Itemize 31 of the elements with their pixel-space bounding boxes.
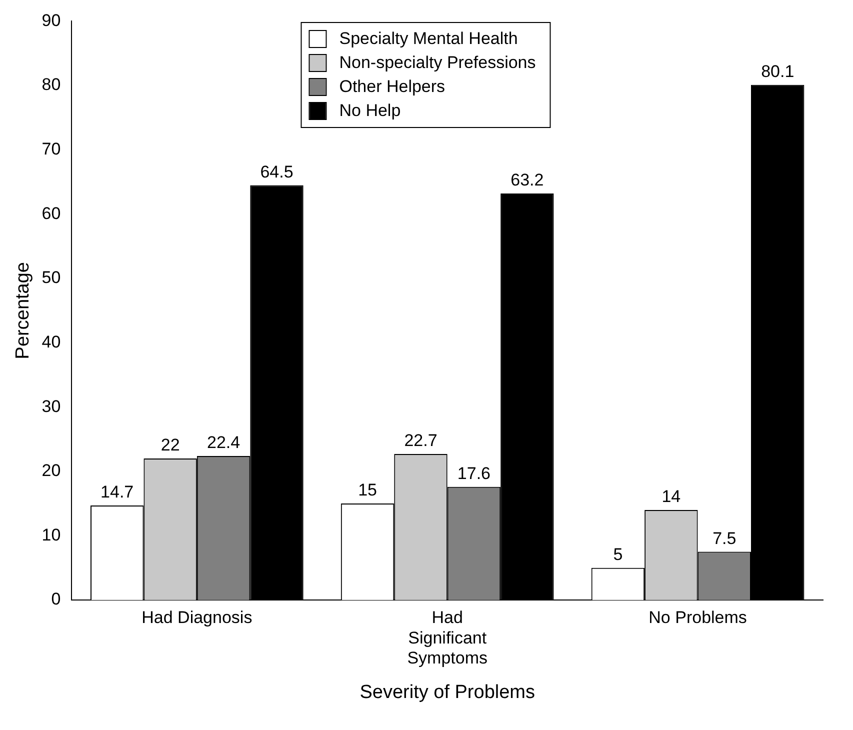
data-label: 7.5 (712, 528, 736, 548)
legend-label: No Help (339, 101, 401, 121)
data-label: 22.7 (404, 431, 438, 450)
legend-label: Other Helpers (339, 77, 446, 97)
x-tick-label: Had Significant Symptoms (407, 608, 488, 668)
y-tick-label: 50 (42, 268, 61, 288)
x-axis-title: Severity of Problems (360, 682, 536, 703)
data-label: 14.7 (100, 482, 134, 502)
y-tick-label: 70 (42, 140, 61, 159)
data-label: 63.2 (510, 170, 544, 190)
legend-label: Specialty Mental Health (339, 29, 518, 49)
x-tick-label: Had Diagnosis (142, 608, 252, 627)
y-tick-label: 90 (42, 10, 61, 30)
data-label: 17.6 (457, 464, 491, 483)
data-label: 22.4 (206, 433, 240, 452)
data-label: 15 (358, 480, 377, 500)
x-tick-label: No Problems (648, 608, 747, 627)
y-tick-label: 20 (42, 461, 61, 480)
y-tick-label: 60 (42, 204, 61, 223)
data-label: 14 (662, 487, 681, 506)
y-tick-label: 10 (42, 525, 61, 544)
data-label: 64.5 (260, 162, 294, 182)
data-label: 5 (613, 545, 623, 564)
y-tick-label: 0 (51, 590, 61, 609)
y-axis-title: Percentage (12, 262, 34, 360)
y-tick-label: 30 (42, 396, 61, 416)
y-tick-label: 40 (42, 332, 61, 352)
y-tick-label: 80 (42, 75, 61, 94)
data-label: 80.1 (761, 62, 794, 82)
data-label: 22 (160, 436, 180, 455)
legend-label: Non-specialty Prefessions (339, 53, 536, 73)
